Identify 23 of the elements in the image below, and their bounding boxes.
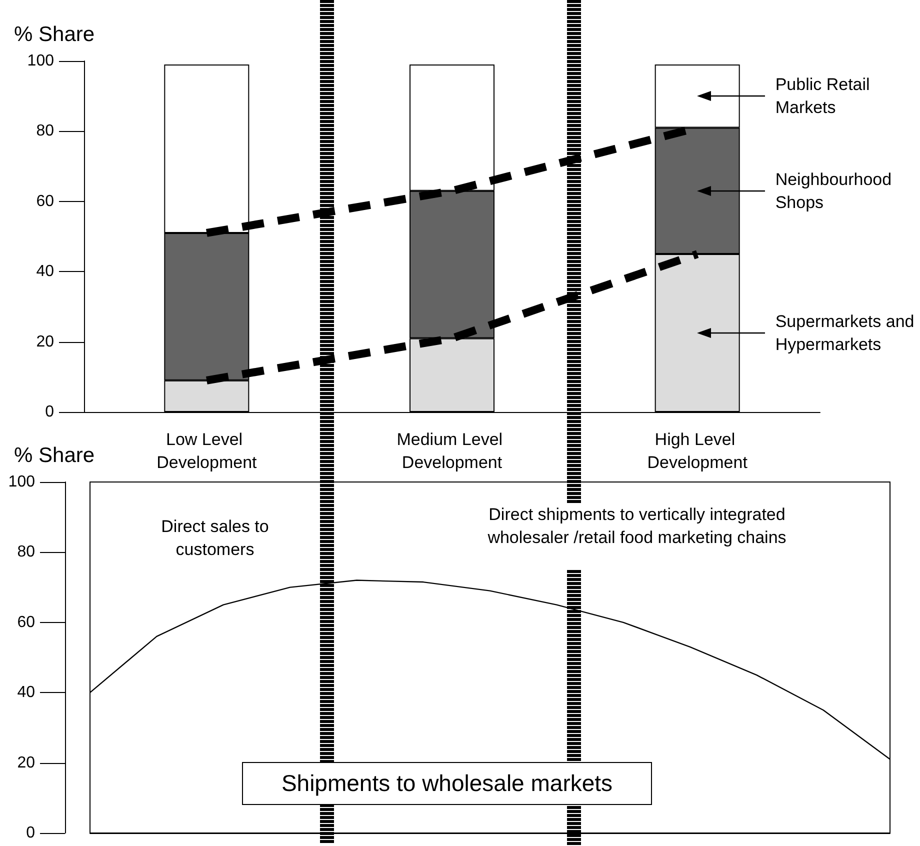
x-tick-label: Low Level Development xyxy=(156,430,258,472)
y-axis-title: % Share xyxy=(14,444,95,467)
y-tick-label: 0 xyxy=(45,404,54,420)
y-axis-title: % Share xyxy=(14,23,95,46)
y-tick-label: 100 xyxy=(8,474,36,490)
x-tick-label: Medium Level Development xyxy=(396,430,508,472)
y-tick-label: 40 xyxy=(17,684,36,702)
annotation: Direct sales to customers xyxy=(161,517,269,559)
legend-label: Neighbourhood Shops xyxy=(775,168,893,214)
y-tick-label: 40 xyxy=(36,263,54,280)
y-tick-label: 60 xyxy=(17,614,36,631)
y-tick-label: 100 xyxy=(27,52,54,70)
y-tick-label: 20 xyxy=(17,754,36,772)
text-box: Shipments to wholesale markets xyxy=(242,762,652,805)
y-tick-label: 80 xyxy=(36,122,54,140)
y-tick-label: 80 xyxy=(17,544,36,561)
legend-label: Supermarkets and Hypermarkets xyxy=(775,311,916,356)
x-tick-label: High Level Development xyxy=(647,430,748,472)
annotation: Direct shipments to vertically integrated wholesaler /retail food marketing chains xyxy=(488,505,786,547)
y-tick-label: 20 xyxy=(36,333,54,350)
legend-label: Public Retail Markets xyxy=(775,74,871,120)
y-tick-label: 0 xyxy=(26,824,36,842)
y-tick-label: 60 xyxy=(36,192,54,210)
